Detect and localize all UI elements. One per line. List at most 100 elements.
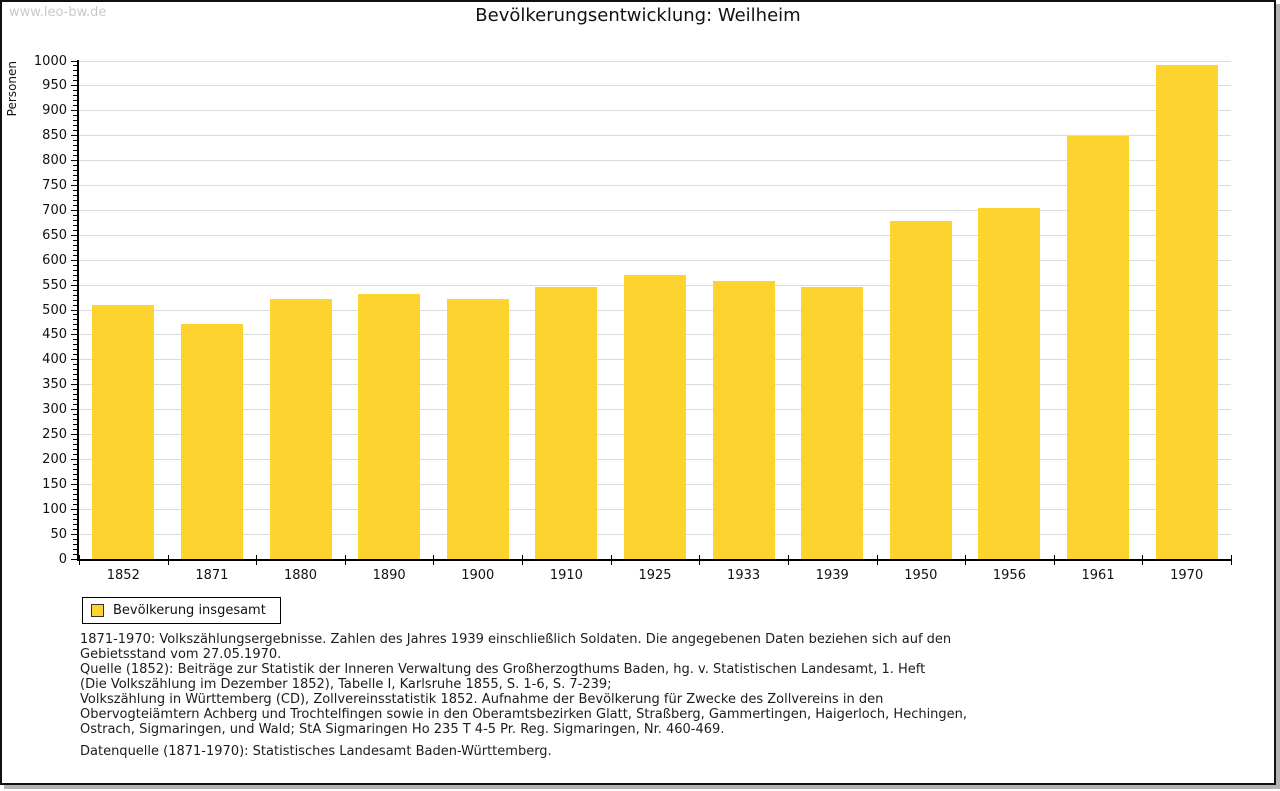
y-minor-tick: [73, 180, 77, 182]
y-minor-tick: [73, 389, 77, 391]
y-minor-tick: [73, 279, 77, 281]
bar-1939: [801, 286, 864, 559]
gridline: [79, 209, 1231, 211]
chart-title: Bevölkerungsentwicklung: Weilheim: [475, 5, 801, 26]
footnote-line: Obervogteiämtern Achberg und Trochtelfin…: [80, 707, 968, 722]
y-minor-tick: [73, 175, 77, 177]
x-category-tick: [432, 555, 434, 565]
x-category-tick: [1053, 555, 1055, 565]
footnote-line: 1871-1970: Volkszählungsergebnisse. Zahl…: [80, 632, 952, 647]
y-major-tick: [71, 259, 77, 261]
y-tick-label: 500: [42, 302, 67, 318]
y-minor-tick: [73, 498, 77, 500]
gridline: [79, 110, 1231, 112]
y-tick-label: 250: [42, 427, 67, 442]
y-minor-tick: [73, 414, 77, 416]
x-tick-label: 1910: [549, 568, 583, 583]
x-category-tick: [787, 555, 789, 565]
y-minor-tick: [73, 443, 77, 445]
y-minor-tick: [73, 214, 77, 216]
bar-1961: [1067, 135, 1130, 559]
y-minor-tick: [73, 224, 77, 226]
y-minor-tick: [73, 80, 77, 82]
y-major-tick: [71, 434, 77, 435]
x-tick-label: 1956: [992, 568, 1026, 583]
y-major-tick: [71, 458, 77, 460]
y-minor-tick: [73, 95, 77, 97]
gridline: [79, 60, 1231, 62]
x-tick-label: 1852: [106, 568, 140, 583]
y-tick-label: 0: [58, 551, 67, 567]
y-minor-tick: [73, 513, 77, 515]
y-minor-tick: [73, 145, 77, 147]
y-minor-tick: [73, 194, 77, 196]
y-major-tick: [71, 558, 77, 560]
y-tick-label: 800: [42, 153, 67, 169]
y-minor-tick: [73, 379, 77, 381]
y-minor-tick: [73, 473, 77, 475]
bar-1970: [1155, 64, 1218, 559]
y-minor-tick: [73, 344, 77, 346]
y-minor-tick: [73, 488, 77, 490]
y-tick-label: 750: [42, 178, 67, 193]
y-minor-tick: [73, 269, 77, 271]
bar-1950: [889, 221, 952, 559]
y-axis-title: Personen: [5, 61, 19, 117]
y-axis-line: [77, 60, 79, 561]
y-minor-tick: [73, 548, 77, 550]
y-minor-tick: [73, 244, 77, 246]
legend-label: Bevölkerung insgesamt: [113, 603, 266, 618]
y-major-tick: [71, 234, 77, 236]
y-tick-label: 1000: [33, 53, 67, 69]
y-tick-label: 50: [50, 526, 67, 542]
x-category-tick: [521, 555, 523, 565]
y-minor-tick: [73, 65, 77, 67]
x-category-tick: [964, 555, 966, 565]
y-major-tick: [71, 185, 77, 186]
gridline: [79, 234, 1231, 236]
y-minor-tick: [73, 369, 77, 371]
y-minor-tick: [73, 424, 77, 426]
y-minor-tick: [73, 523, 77, 525]
plot-area: 0 50 100 150 200 250 300 350 400 450 500 550 600 650 7…: [34, 54, 1232, 583]
y-minor-tick: [73, 453, 77, 455]
y-major-tick: [71, 533, 77, 535]
x-category-tick: [1230, 555, 1232, 565]
y-minor-tick: [73, 374, 77, 376]
footnote-datasource: Datenquelle (1871-1970): Statistisches L…: [80, 744, 552, 759]
y-minor-tick: [73, 90, 77, 92]
footnote-line: Volkszählung in Württemberg (CD), Zollve…: [80, 692, 884, 707]
y-minor-tick: [73, 364, 77, 366]
y-major-tick: [71, 483, 77, 485]
bar-1933: [712, 280, 775, 559]
bar-1956: [978, 207, 1041, 559]
y-minor-tick: [73, 199, 77, 201]
footnote-line: Gebietsstand vom 27.05.1970.: [80, 647, 282, 662]
y-tick-label: 400: [42, 352, 67, 368]
y-minor-tick: [73, 448, 77, 450]
x-tick-label: 1871: [195, 568, 229, 583]
y-minor-tick: [73, 319, 77, 321]
y-minor-tick: [73, 105, 77, 107]
x-category-tick: [1141, 555, 1143, 565]
x-tick-label: 1900: [461, 568, 495, 583]
y-major-tick: [71, 60, 77, 62]
y-minor-tick: [73, 429, 77, 431]
x-tick-label: 1950: [904, 568, 938, 583]
y-minor-tick: [73, 404, 77, 406]
y-minor-tick: [73, 120, 77, 122]
y-minor-tick: [73, 249, 77, 251]
y-minor-tick: [73, 463, 77, 465]
y-minor-tick: [73, 125, 77, 127]
y-minor-tick: [73, 553, 77, 555]
y-minor-tick: [73, 204, 77, 206]
x-tick-label: 1933: [727, 568, 761, 583]
y-tick-label: 600: [42, 252, 67, 268]
y-minor-tick: [73, 274, 77, 276]
y-minor-tick: [73, 294, 77, 296]
y-minor-tick: [73, 394, 77, 396]
y-minor-tick: [73, 229, 77, 231]
x-tick-label: 1970: [1170, 568, 1204, 583]
y-major-tick: [71, 135, 77, 137]
y-tick-label: 900: [42, 103, 67, 119]
